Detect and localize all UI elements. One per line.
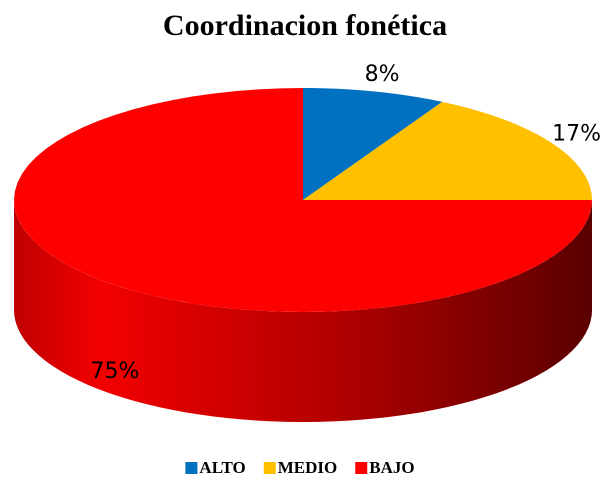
legend-label: MEDIO (278, 458, 338, 477)
slice (303, 101, 592, 200)
legend-swatch (355, 462, 368, 474)
data-label: 75% (91, 359, 140, 384)
data-label: 17% (552, 121, 600, 146)
legend: ALTO MEDIO BAJO (185, 458, 415, 477)
legend-label: BAJO (369, 458, 414, 477)
legend-swatch (185, 462, 198, 474)
legend-swatch (263, 462, 276, 474)
legend-label: ALTO (199, 458, 245, 477)
slice (14, 88, 592, 312)
chart-title: Coordinacion fonética (163, 9, 447, 42)
slice-side-shade (14, 200, 592, 422)
slice (303, 88, 443, 200)
data-label: 8% (365, 62, 400, 87)
